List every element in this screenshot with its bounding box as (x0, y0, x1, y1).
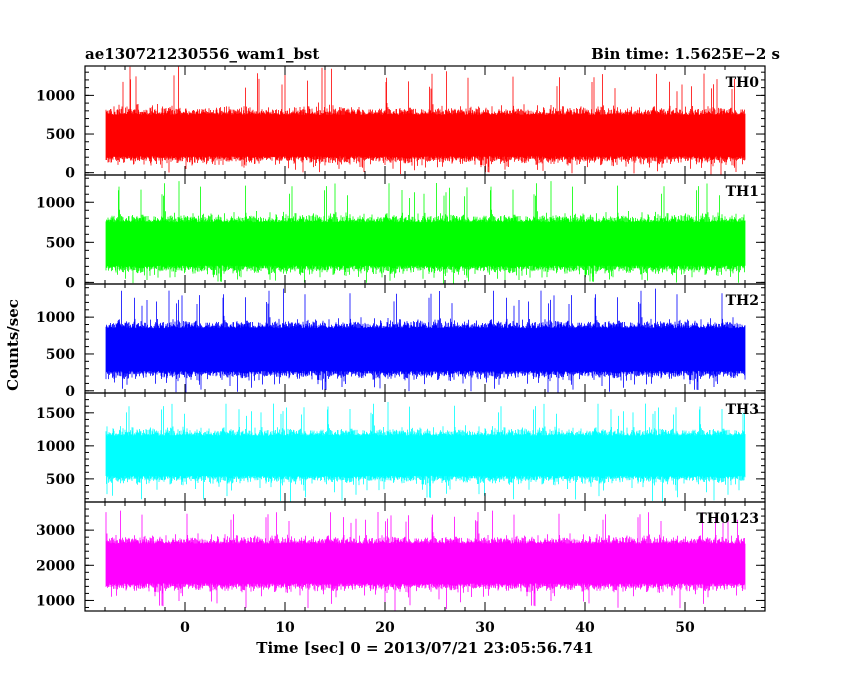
y-tick-label: 500 (46, 347, 75, 363)
panels-group: 05001000TH005001000TH105001000TH25001000… (36, 65, 766, 636)
y-tick-label: 500 (46, 235, 75, 251)
panel-th3: 500 1000 1500 TH3 (36, 392, 766, 503)
y-tick-label: 1000 (36, 593, 75, 609)
x-tick-label: 30 (475, 620, 495, 636)
panel-name-label: TH1 (726, 184, 759, 200)
panel-th0: 0 500 1000 TH0 (36, 65, 766, 182)
y-tick-label: 0 (65, 384, 75, 400)
x-tick-label: 40 (575, 620, 595, 636)
series-line-th2 (105, 288, 746, 393)
y-tick-label: 3000 (36, 523, 75, 539)
y-tick-label: 0 (65, 275, 75, 291)
panel-name-label: TH3 (726, 402, 759, 418)
y-tick-label: 500 (46, 127, 75, 143)
x-tick-label: 0 (180, 620, 190, 636)
x-tick-label: 50 (675, 620, 695, 636)
y-tick-label: 1000 (36, 195, 75, 211)
y-tick-label: 1500 (36, 406, 75, 422)
panel-th0123: 1000 2000 3000 TH0123 (36, 501, 766, 612)
panel-name-label: TH0123 (696, 511, 759, 527)
chart-title-left: ae130721230556_wam1_bst (85, 45, 319, 63)
y-tick-label: 2000 (36, 558, 75, 574)
series-line-th1 (105, 181, 746, 284)
x-axis-label: Time [sec] 0 = 2013/07/21 23:05:56.741 (256, 639, 593, 657)
series-line-th0123 (105, 510, 746, 611)
panel-name-label: TH0 (726, 75, 760, 91)
x-tick-label: 10 (275, 620, 295, 636)
panel-name-label: TH2 (726, 293, 759, 309)
series-line-th0 (105, 66, 746, 175)
y-tick-label: 500 (46, 472, 75, 488)
y-tick-label: 1000 (36, 88, 75, 104)
y-axis-label: Counts/sec (4, 299, 22, 391)
y-tick-label: 1000 (36, 310, 75, 326)
panel-th1: 0 500 1000 TH1 (36, 174, 766, 291)
x-tick-label: 20 (375, 620, 395, 636)
y-tick-label: 1000 (36, 439, 75, 455)
chart-title-right: Bin time: 1.5625E−2 s (591, 45, 780, 63)
y-tick-label: 0 (65, 166, 75, 182)
panel-th2: 0 500 1000 TH2 (36, 283, 766, 400)
series-line-th3 (105, 402, 746, 502)
